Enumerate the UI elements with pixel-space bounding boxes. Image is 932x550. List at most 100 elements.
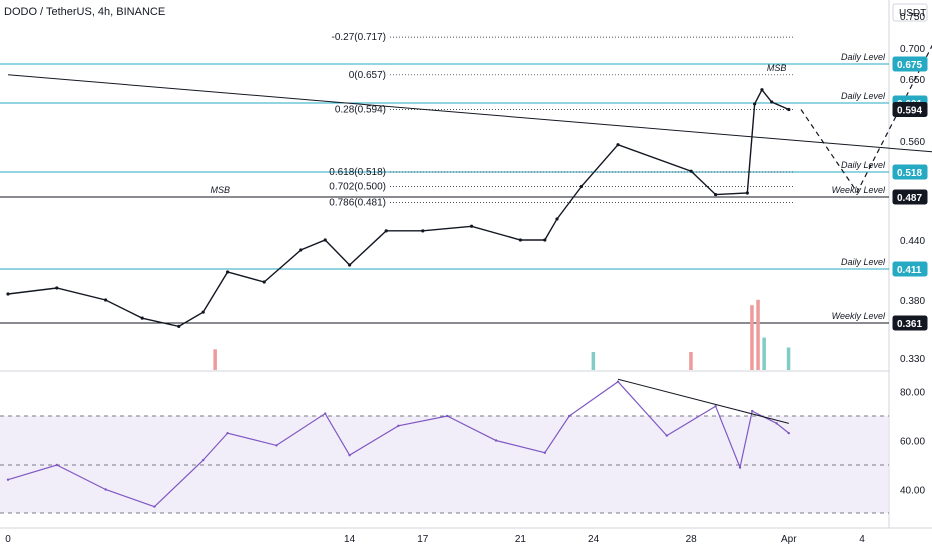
fib-label: -0.27(0.717): [332, 32, 386, 43]
rsi-point: [55, 463, 58, 467]
price-point: [745, 191, 749, 195]
price-tick-label: 0.750: [900, 12, 925, 23]
volume-bar: [786, 347, 791, 370]
rsi-point: [751, 409, 754, 413]
price-tick-label: 0.380: [900, 296, 925, 307]
price-point: [787, 107, 791, 112]
price-line: [7, 88, 790, 328]
price-point: [421, 229, 425, 233]
horizontal-levels: Daily Level Daily Level Daily Level Weekly …: [0, 52, 889, 324]
currency-badge[interactable]: [892, 3, 928, 22]
price-badge-label: 0.361: [897, 319, 922, 330]
time-tick-label: 24: [588, 534, 600, 545]
rsi-point: [568, 414, 571, 418]
price-badge: [892, 164, 928, 180]
price-badge-label: 0.675: [897, 60, 922, 71]
price-point: [348, 263, 352, 267]
time-tick-label: 14: [344, 534, 356, 545]
time-tick-label: 21: [515, 534, 527, 545]
time-tick-label: 0: [5, 534, 11, 545]
price-point: [384, 229, 388, 233]
fib-label: 0.28(0.594): [335, 104, 386, 115]
price-point: [753, 102, 757, 106]
rsi-tick-label: 80.00: [900, 388, 925, 399]
price-point: [104, 298, 108, 302]
price-badge-label: 0.411: [897, 265, 922, 276]
price-tick-label: 0.700: [900, 44, 925, 55]
price-tick-label: 0.560: [900, 137, 925, 148]
price-badge: [892, 315, 928, 331]
level-label: Weekly Level: [832, 311, 886, 321]
price-point: [323, 238, 327, 242]
level-label: Daily Level: [841, 52, 886, 62]
rsi-point: [104, 488, 107, 491]
price-tick-label: 0.440: [900, 236, 925, 247]
rsi-point: [494, 439, 498, 442]
price-badge: [892, 101, 928, 117]
rsi-point: [153, 505, 156, 508]
fib-label: 0.702(0.500): [329, 182, 386, 193]
price-point: [689, 169, 693, 173]
rsi-point: [738, 466, 742, 469]
rsi-point: [787, 431, 790, 435]
time-axis: 01417212428Apr471114: [5, 534, 865, 545]
drawing-overlays: MSB MSB: [7, 44, 932, 195]
projection-path: [800, 44, 932, 194]
rsi-point: [348, 454, 351, 457]
rsi-point: [775, 422, 778, 425]
price-badge-label: 0.487: [897, 193, 922, 204]
price-point: [55, 286, 59, 290]
rsi-tick-label: 40.00: [900, 486, 925, 497]
price-point: [177, 324, 181, 328]
price-point: [140, 316, 144, 320]
rsi-point: [226, 431, 229, 435]
rsi-point: [714, 405, 717, 408]
trendline: [7, 74, 932, 153]
price-badge: [892, 56, 928, 72]
volume-bar: [762, 337, 766, 370]
volume-bar: [756, 299, 760, 370]
fib-label: 0.618(0.518): [329, 167, 386, 178]
price-point: [555, 217, 559, 221]
price-tick-label: 0.330: [900, 354, 925, 365]
volume-bar: [689, 352, 693, 370]
price-series: [6, 88, 791, 328]
price-tick-label: 0.650: [900, 75, 925, 86]
rsi-point: [665, 434, 668, 437]
volume-bar: [213, 349, 217, 370]
price-point: [760, 88, 764, 92]
volume-bar: [750, 305, 754, 370]
price-badge: [892, 189, 928, 205]
rsi-tick-label: 60.00: [900, 437, 925, 448]
volume-bars: [213, 299, 791, 370]
price-point: [770, 100, 774, 104]
price-point: [616, 143, 620, 147]
time-tick-label: 28: [686, 534, 698, 545]
msb-label: MSB: [211, 185, 231, 195]
rsi-axis: 80.00 60.00 40.00: [900, 388, 925, 497]
rsi-point: [202, 458, 205, 462]
level-label: Daily Level: [841, 91, 886, 101]
level-label: Daily Level: [841, 257, 886, 267]
chart-title: DODO / TetherUS, 4h, BINANCE: [4, 6, 165, 18]
price-point: [226, 270, 230, 274]
price-badge-label: 0.594: [897, 105, 922, 116]
price-badge: [892, 261, 928, 277]
level-label: Daily Level: [841, 160, 886, 170]
volume-bar: [591, 352, 596, 370]
price-point: [201, 310, 205, 314]
price-point: [6, 292, 10, 296]
rsi-divergence-line: [617, 378, 789, 424]
time-tick-label: Apr: [781, 534, 797, 545]
price-point: [714, 192, 718, 197]
rsi-point: [446, 414, 449, 418]
price-point: [518, 238, 523, 242]
msb-label: MSB: [767, 63, 787, 73]
price-point: [299, 248, 303, 252]
time-tick-label: 4: [859, 534, 865, 545]
rsi-point: [543, 451, 546, 454]
rsi-point: [6, 478, 10, 481]
fib-label: 0.786(0.481): [329, 197, 386, 208]
